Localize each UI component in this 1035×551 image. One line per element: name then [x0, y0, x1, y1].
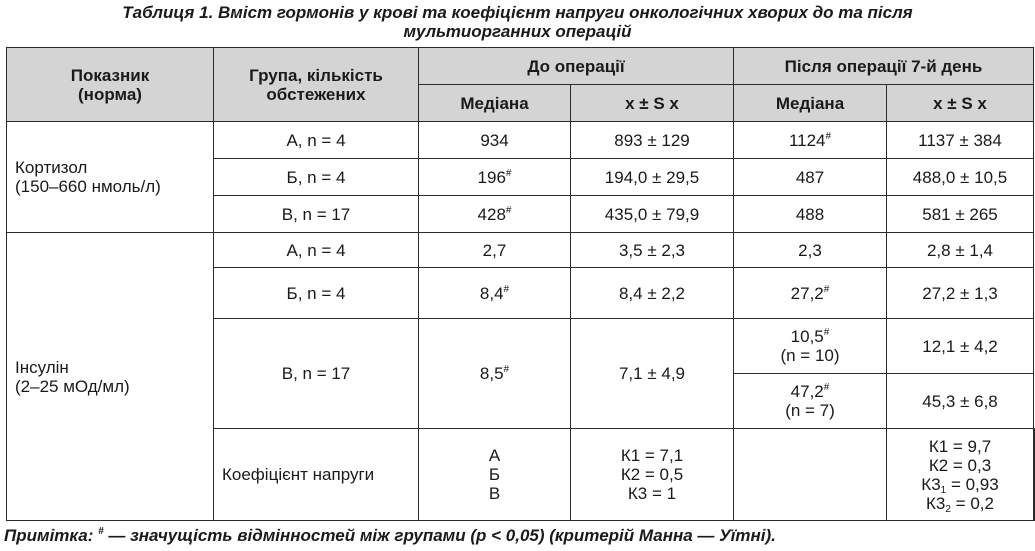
table-row: 47,2# (n = 7) 45,3 ± 6,8 [7, 373, 1035, 429]
header-after-median: Медіана [733, 84, 887, 122]
table-row: В, n = 17 8,5# 7,1 ± 4,9 10,5# (n = 10) … [7, 318, 1035, 429]
value-cell: 488,0 ± 10,5 [886, 158, 1034, 196]
caption-line-1: Таблиця 1. Вміст гормонів у крові та кое… [122, 3, 913, 22]
value-cell: 435,0 ± 79,9 [570, 195, 734, 233]
value-cell: 428# [418, 195, 571, 233]
value-cell: 487 [733, 158, 887, 196]
group-cell: А, n = 4 [213, 121, 419, 159]
value-cell: 488 [733, 195, 887, 233]
value-cell: 8,5# [418, 318, 571, 429]
significance-mark: # [825, 130, 832, 142]
value-cell: 1124# [733, 121, 887, 159]
value-cell: 27,2# [733, 267, 887, 319]
group-cell: В, n = 17 [213, 195, 419, 233]
header-before-median: Медіана [418, 84, 571, 122]
significance-mark: # [823, 382, 830, 393]
value-cell: 10,5# (n = 10) [733, 318, 887, 374]
hormone-table: Показник (норма) Група, кількість обстеж… [6, 47, 1035, 521]
header-before: До операції [418, 47, 734, 85]
table-row: Б, n = 4 196# 194,0 ± 29,5 487 488,0 ± 1… [7, 158, 1035, 196]
value-cell: 934 [418, 121, 571, 159]
value-cell: 47,2# (n = 7) [733, 373, 887, 429]
value-cell: 7,1 ± 4,9 [570, 318, 734, 429]
value-cell: 581 ± 265 [886, 195, 1034, 233]
group-cell: Б, n = 4 [213, 158, 419, 196]
insulin-label: Інсулін (2–25 мОд/мл) [6, 232, 214, 521]
header-group: Група, кількість обстежених [213, 47, 419, 122]
table-row: Коефіцієнт напруги А Б В К1 = 7,1 К2 = 0… [7, 428, 1035, 521]
caption-line-2: мультиорганних операцій [403, 22, 632, 41]
header-row-2: Медіана x ± S x Медіана x ± S x [7, 84, 1035, 122]
value-cell: 27,2 ± 1,3 [886, 267, 1034, 319]
significance-mark: # [823, 327, 830, 338]
header-row-1: Показник (норма) Група, кількість обстеж… [6, 47, 1035, 122]
value-cell: 2,7 [418, 232, 571, 268]
cortisol-label: Кортизол (150–660 нмоль/л) [6, 121, 214, 233]
table-row: Кортизол (150–660 нмоль/л) А, n = 4 934 … [6, 121, 1035, 233]
empty-cell [733, 428, 887, 521]
stress-groups: А Б В [418, 428, 571, 521]
value-cell: 196# [418, 158, 571, 196]
value-cell: 2,3 [733, 232, 887, 268]
table-note: Примітка: # — значущість відмінностей мі… [4, 526, 776, 545]
group-cell: В, n = 17 [213, 318, 419, 429]
value-cell: 1137 ± 384 [886, 121, 1034, 159]
header-before-mean: x ± S x [570, 84, 734, 122]
value-cell: 3,5 ± 2,3 [570, 232, 734, 268]
stress-label: Коефіцієнт напруги [213, 428, 419, 521]
value-cell: 8,4 ± 2,2 [570, 267, 734, 319]
group-cell: А, n = 4 [213, 232, 419, 268]
header-after-mean: x ± S x [886, 84, 1034, 122]
stress-after: К1 = 9,7 К2 = 0,3 К31 = 0,93 К32 = 0,2 [886, 428, 1034, 521]
value-cell: 12,1 ± 4,2 [886, 318, 1034, 374]
significance-mark: # [503, 364, 510, 375]
stress-before: К1 = 7,1 К2 = 0,5 К3 = 1 [570, 428, 734, 521]
significance-mark: # [823, 283, 830, 295]
value-cell: 8,4# [418, 267, 571, 319]
value-cell: 194,0 ± 29,5 [570, 158, 734, 196]
value-cell: 893 ± 129 [570, 121, 734, 159]
value-cell: 45,3 ± 6,8 [886, 373, 1034, 429]
value-cell: 2,8 ± 1,4 [886, 232, 1034, 268]
header-indicator: Показник (норма) [6, 47, 214, 122]
group-cell: Б, n = 4 [213, 267, 419, 319]
significance-mark: # [503, 283, 510, 295]
empty-cell [1033, 428, 1035, 521]
table-row: Інсулін (2–25 мОд/мл) А, n = 4 2,7 3,5 ±… [6, 232, 1035, 521]
significance-mark: # [505, 167, 512, 179]
header-after: Після операції 7-й день [733, 47, 1034, 85]
significance-mark: # [505, 204, 512, 216]
